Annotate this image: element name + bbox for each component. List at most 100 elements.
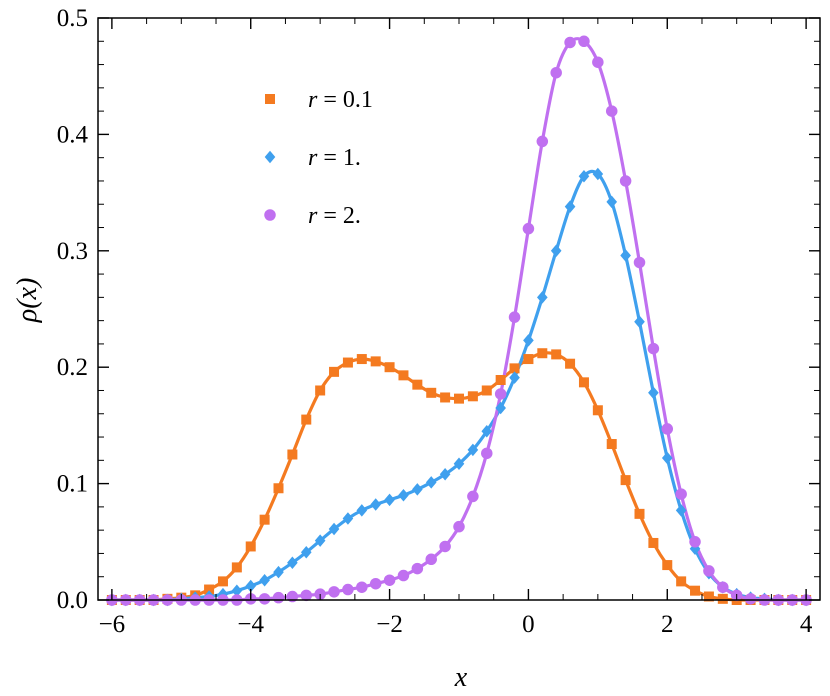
data-point-0-35 [592,405,603,416]
data-point-0-38 [634,508,645,519]
data-point-1-9 [231,584,243,597]
y-tick-label: 0.1 [57,471,88,498]
data-point-1-41 [675,504,687,517]
data-point-2-40 [661,423,674,435]
legend-label-2: r = 2. [308,203,361,229]
data-point-0-7 [204,584,215,595]
data-point-0-18 [356,354,367,365]
data-point-0-15 [315,385,326,396]
y-tick-label: 0.4 [57,121,89,148]
data-point-1-18 [356,504,368,517]
x-tick-label: 0 [522,611,535,638]
data-point-0-13 [287,449,298,460]
y-tick-label: 0.2 [57,354,88,381]
data-point-0-8 [217,576,228,587]
data-point-2-26 [467,490,479,503]
data-point-2-22 [411,562,424,575]
data-point-1-16 [328,522,340,536]
data-point-2-11 [258,593,271,605]
data-point-1-36 [606,195,618,209]
data-point-1-19 [370,498,382,511]
data-point-1-28 [495,401,506,415]
legend-variable: r [308,203,318,229]
data-point-2-30 [522,222,535,235]
data-point-0-33 [565,358,576,369]
y-tick-label: 0.0 [57,587,88,614]
legend: r = 0.1r = 1.r = 2. [264,87,373,229]
data-point-1-23 [425,476,437,489]
data-point-0-37 [620,475,631,486]
data-point-0-27 [481,385,492,396]
data-point-2-42 [689,536,701,548]
data-point-0-34 [578,377,589,388]
data-point-0-24 [440,392,451,403]
data-point-2-24 [439,540,451,553]
data-point-1-13 [287,556,298,570]
data-point-0-19 [370,356,381,367]
y-axis-title: ρ(x) [12,278,43,324]
data-point-2-32 [550,66,562,79]
data-point-2-29 [508,311,521,323]
data-point-0-14 [301,414,312,425]
data-point-1-30 [523,334,534,347]
data-point-2-46 [744,593,757,605]
data-point-1-34 [578,170,590,183]
data-point-1-38 [634,315,645,329]
data-point-2-18 [356,581,368,593]
data-point-0-20 [384,362,395,373]
data-point-0-36 [606,439,617,450]
legend-value: = 1. [317,145,361,171]
legend-variable: r [308,145,318,171]
data-point-0-42 [690,585,701,596]
data-point-2-14 [300,589,313,602]
data-point-0-40 [662,560,673,571]
legend-label-0: r = 0.1 [308,87,373,113]
tick-labels: −6 −4 −2 0 2 4 0.0 0.1 0.2 0.3 0.4 0.5 [57,5,813,638]
data-point-1-17 [342,512,354,525]
plot-frame [97,17,821,601]
data-point-0-44 [717,593,728,604]
data-point-0-43 [703,591,714,602]
series-lines [111,37,807,602]
data-point-1-35 [592,167,604,181]
data-point-2-12 [272,591,285,604]
data-point-2-16 [328,586,340,598]
data-point-2-35 [592,56,604,68]
data-point-1-33 [564,200,576,213]
data-point-0-17 [342,357,353,368]
data-point-1-32 [550,244,562,258]
data-point-2-37 [619,175,632,187]
data-point-2-31 [536,135,549,148]
data-point-1-27 [481,424,493,438]
data-point-2-44 [717,581,729,593]
x-axis-title: x [454,662,468,693]
data-point-2-28 [494,388,507,400]
data-point-1-14 [300,546,312,559]
legend-value: = 0.1 [317,87,373,113]
data-point-0-39 [648,537,659,548]
x-tick-label: −4 [237,611,264,638]
legend-variable: r [308,87,318,113]
data-point-2-41 [675,488,687,500]
y-tick-label: 0.5 [57,5,88,32]
data-point-2-21 [397,569,410,582]
data-point-1-25 [453,457,465,471]
data-point-1-24 [439,468,451,481]
data-point-1-40 [661,451,673,465]
data-point-0-28 [495,375,506,386]
data-point-0-12 [273,483,284,494]
data-point-1-11 [259,573,270,587]
data-point-2-39 [647,342,660,355]
data-point-0-16 [329,366,340,377]
data-point-2-33 [564,36,576,49]
data-point-0-22 [412,379,423,390]
data-point-1-21 [398,488,409,502]
data-point-2-23 [425,553,437,566]
data-point-1-31 [536,291,548,304]
data-point-1-22 [412,483,423,496]
data-point-0-41 [676,576,687,587]
legend-value: = 2. [317,203,361,229]
series-line-1 [111,169,807,602]
data-point-2-27 [481,447,493,460]
